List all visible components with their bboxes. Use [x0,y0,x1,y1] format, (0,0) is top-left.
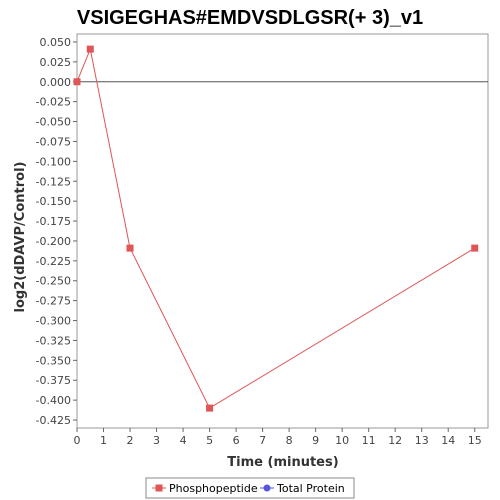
y-tick-label: -0.250 [36,275,71,288]
x-tick-label: 0 [74,434,81,447]
y-tick-label: -0.075 [36,135,71,148]
y-tick-label: -0.225 [36,255,71,268]
x-tick-label: 8 [286,434,293,447]
y-axis-label: log2(dDAVP/Control) [13,162,28,313]
y-tick-label: -0.350 [36,354,71,367]
data-point [73,78,81,86]
x-tick-label: 11 [362,434,376,447]
data-point [471,244,479,252]
legend-circle-marker [263,484,271,492]
y-tick-label: -0.050 [36,116,71,129]
x-tick-label: 7 [259,434,266,447]
y-tick-label: 0.050 [40,36,72,49]
series-layer [73,45,479,412]
y-axis: 0.050 0.025 0.000 -0.025 -0.050 -0.075 -0.100 -… [36,36,77,427]
y-tick-label: -0.150 [36,195,71,208]
legend-box [145,477,355,499]
x-tick-label: 4 [180,434,187,447]
legend-square-marker [155,484,163,492]
legend-label: Phosphopeptide [169,482,258,495]
x-tick-label: 1 [100,434,107,447]
x-tick-label: 5 [206,434,213,447]
y-tick-label: -0.375 [36,374,71,387]
data-point [126,244,134,252]
x-tick-label: 9 [312,434,319,447]
x-tick-label: 13 [415,434,429,447]
y-tick-label: -0.425 [36,414,71,427]
data-point [86,45,94,53]
legend: Phosphopeptide Total Protein [145,477,355,499]
x-axis: 0 1 2 3 4 5 6 7 8 9 10 11 12 13 14 15 [74,428,482,447]
data-point [206,404,214,412]
y-tick-label: 0.000 [40,76,72,89]
legend-label: Total Protein [276,482,345,495]
y-tick-label: 0.025 [40,56,72,69]
x-tick-label: 10 [335,434,349,447]
x-tick-label: 6 [233,434,240,447]
x-tick-label: 14 [441,434,455,447]
x-tick-label: 15 [468,434,482,447]
x-axis-label: Time (minutes) [227,455,338,470]
plot-area [76,33,489,429]
x-tick-label: 12 [388,434,402,447]
y-tick-label: -0.400 [36,394,71,407]
y-tick-label: -0.300 [36,315,71,328]
y-tick-label: -0.125 [36,175,71,188]
x-tick-label: 2 [127,434,134,447]
x-tick-label: 3 [153,434,160,447]
chart-title: VSIGEGHAS#EMDVSDLGSR(+ 3)_v1 [77,7,423,29]
y-tick-label: -0.175 [36,215,71,228]
y-tick-label: -0.275 [36,295,71,308]
y-tick-label: -0.100 [36,155,71,168]
y-tick-label: -0.200 [36,235,71,248]
y-tick-label: -0.025 [36,96,71,109]
y-tick-label: -0.325 [36,334,71,347]
